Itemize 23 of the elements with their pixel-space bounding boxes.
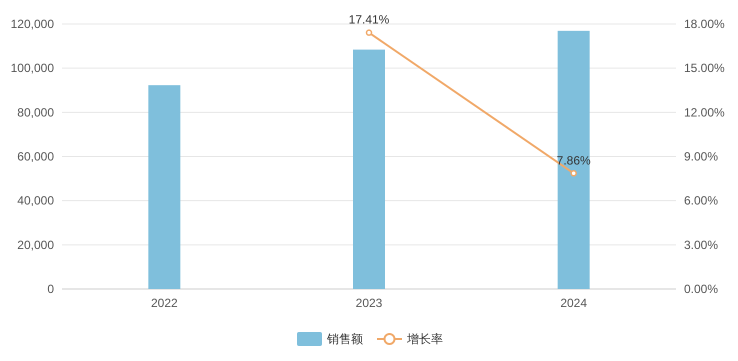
y2-tick-label: 9.00% [684,150,718,164]
x-tick-label: 2023 [356,296,383,310]
y-tick-label: 0 [47,282,54,296]
data-label: 17.41% [348,12,390,27]
x-tick-label: 2024 [560,296,588,310]
y2-tick-label: 3.00% [684,238,718,252]
legend-label: 销售额 [326,332,363,346]
y-tick-label: 120,000 [10,17,54,31]
bar [148,85,180,289]
bar [353,50,385,289]
y-tick-label: 60,000 [17,150,54,164]
y2-tick-label: 18.00% [684,17,726,31]
y-tick-label: 80,000 [17,105,54,120]
bar [558,30,590,289]
y-tick-label: 100,000 [10,61,54,76]
y2-tick-label: 15.00% [684,61,726,76]
y2-tick-label: 12.00% [684,105,726,120]
x-tick-label: 2022 [150,296,178,310]
legend-label: 增长率 [406,332,443,346]
y-tick-label: 40,000 [17,194,54,208]
y2-tick-label: 6.00% [684,194,718,208]
y-tick-label: 20,000 [17,238,54,252]
y2-tick-label: 0.00% [684,282,718,296]
